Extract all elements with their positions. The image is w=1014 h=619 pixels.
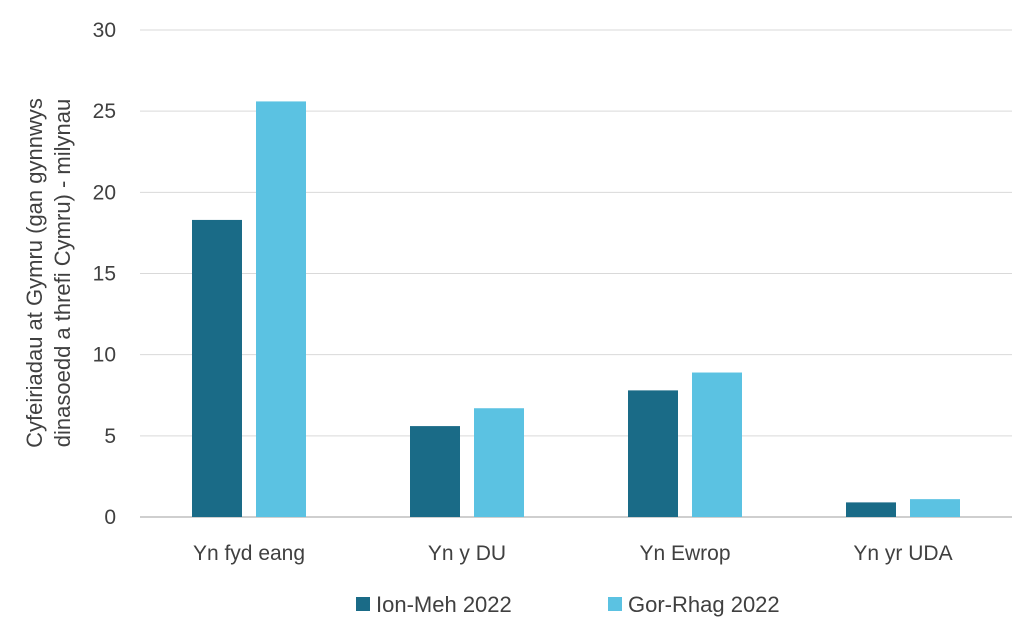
x-tick-label: Yn yr UDA [853, 542, 952, 565]
bar [692, 372, 742, 517]
bar [628, 390, 678, 517]
y-tick-label: 0 [104, 506, 116, 529]
bar [910, 499, 960, 517]
y-tick-label: 30 [93, 19, 116, 42]
y-tick-label: 20 [93, 181, 116, 204]
legend: Ion-Meh 2022 Gor-Rhag 2022 [356, 592, 780, 617]
y-tick-label: 15 [93, 263, 116, 286]
y-axis-title-line-1: Cyfeiriadau at Gymru (gan gynnwys [22, 98, 47, 448]
y-axis-title: Cyfeiriadau at Gymru (gan gynnwys dinaso… [22, 98, 75, 448]
y-tick-label: 5 [104, 425, 116, 448]
y-axis-ticks: 0 5 10 15 20 25 30 [93, 19, 116, 529]
y-tick-label: 25 [93, 100, 116, 123]
legend-swatch [356, 597, 370, 611]
legend-label: Ion-Meh 2022 [376, 592, 512, 617]
bar [256, 101, 306, 517]
bars [192, 101, 960, 517]
bar [192, 219, 242, 517]
x-tick-label: Yn fyd eang [193, 542, 305, 565]
legend-swatch [608, 597, 622, 611]
bar [846, 502, 896, 517]
legend-label: Gor-Rhag 2022 [628, 592, 780, 617]
y-tick-label: 10 [93, 344, 116, 367]
y-axis-title-line-2: dinasoedd a threfi Cymru) - milynau [50, 99, 75, 447]
x-axis-ticks: Yn fyd eang Yn y DU Yn Ewrop Yn yr UDA [193, 542, 953, 565]
bar [410, 426, 460, 517]
x-tick-label: Yn y DU [428, 542, 506, 565]
bar [474, 408, 524, 517]
x-tick-label: Yn Ewrop [639, 542, 730, 565]
